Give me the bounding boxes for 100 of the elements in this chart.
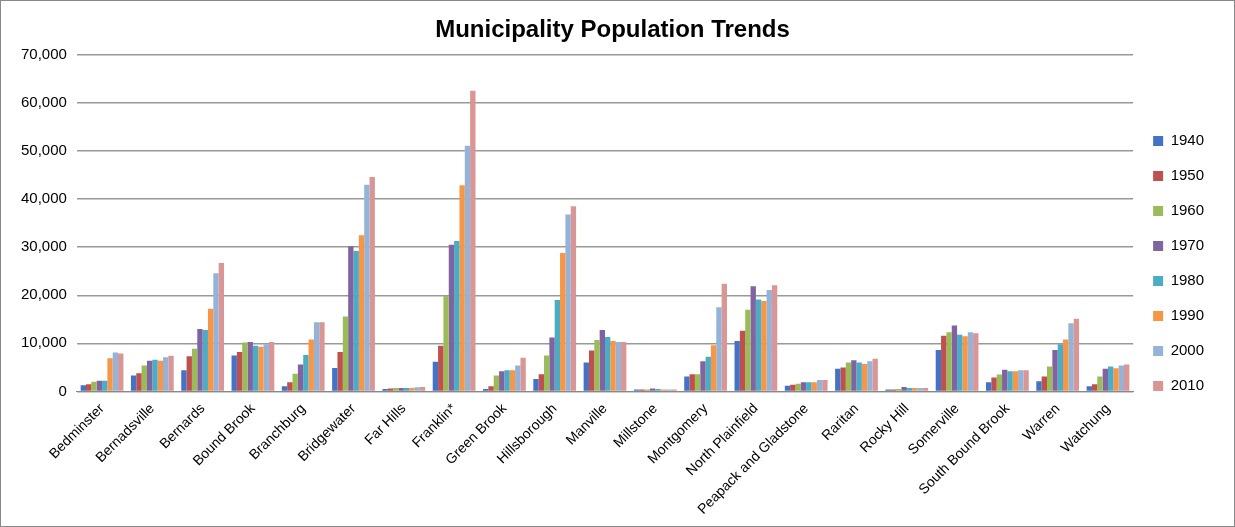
bar (957, 334, 963, 391)
bar (493, 375, 500, 391)
bar (515, 365, 521, 391)
bar (560, 252, 566, 391)
bar (186, 356, 192, 391)
bar (1107, 366, 1114, 391)
bar (191, 348, 198, 391)
bar (610, 340, 616, 391)
bar (605, 337, 611, 391)
bar (263, 344, 269, 391)
bar (750, 286, 756, 391)
legend-label: 1940 (1170, 131, 1205, 149)
bar (745, 309, 751, 391)
bar (181, 370, 187, 391)
bar (287, 382, 293, 391)
bar (297, 364, 304, 391)
bar (308, 339, 314, 391)
bar (313, 322, 320, 391)
y-tick-label: 10,000 (20, 333, 67, 351)
bar (96, 380, 103, 391)
bar (459, 185, 465, 391)
legend-label: 1950 (1170, 166, 1205, 184)
bar (213, 273, 219, 391)
bar (470, 90, 476, 391)
bar (771, 285, 778, 391)
bar (835, 368, 841, 391)
bar (570, 206, 577, 391)
bar (766, 289, 772, 391)
bar (906, 388, 913, 391)
bar (694, 374, 701, 391)
bar (353, 251, 359, 391)
bar (398, 388, 404, 391)
bar (917, 388, 923, 391)
bar (409, 388, 415, 391)
bar (941, 335, 947, 391)
legend-label: 1970 (1170, 236, 1205, 254)
bar (369, 176, 375, 391)
bar (684, 376, 690, 391)
bar (403, 388, 410, 391)
bar (332, 367, 338, 391)
bar (387, 388, 394, 391)
bar (1091, 384, 1098, 391)
y-tick-label: 40,000 (20, 189, 67, 207)
bar (621, 341, 627, 391)
bar (130, 375, 137, 391)
bar (80, 385, 86, 391)
bar (790, 384, 796, 391)
bar (544, 355, 550, 391)
bar (973, 333, 979, 391)
bar (1036, 381, 1042, 391)
bar (554, 300, 561, 391)
bar (845, 362, 852, 391)
bar (91, 381, 97, 391)
bar (242, 342, 248, 391)
bar (588, 350, 595, 391)
bar (342, 316, 349, 391)
bar (252, 345, 259, 391)
bar (710, 345, 717, 391)
bar (364, 184, 370, 391)
bar (594, 339, 600, 391)
bar (649, 388, 656, 391)
bar (1012, 371, 1019, 391)
bar (1023, 370, 1029, 391)
bar (962, 336, 968, 391)
bar (348, 246, 354, 391)
bar (319, 322, 325, 391)
x-tick-label: Far Hills (361, 399, 409, 448)
bar (689, 374, 695, 391)
bar (504, 370, 510, 391)
bar (141, 365, 147, 391)
y-tick-label: 30,000 (20, 237, 67, 255)
bar (258, 346, 264, 391)
bar (991, 377, 997, 391)
bar (438, 345, 444, 391)
bar (102, 380, 108, 391)
bar (236, 352, 243, 391)
bar (218, 263, 224, 391)
bar (716, 307, 722, 391)
y-tick-label: 50,000 (20, 141, 67, 159)
y-tick-label: 0 (58, 381, 67, 399)
bar (761, 301, 767, 391)
bar (107, 358, 113, 391)
bar (795, 383, 801, 391)
bar (967, 332, 974, 391)
bar (583, 362, 589, 391)
bar (281, 386, 288, 391)
bar (615, 341, 622, 391)
bar (538, 374, 545, 391)
bar (1086, 386, 1092, 391)
bar (705, 356, 711, 391)
bar (118, 353, 124, 391)
bar (358, 235, 365, 391)
legend-label: 2010 (1170, 376, 1205, 394)
bar (157, 360, 164, 391)
bar (448, 244, 455, 391)
bar (1073, 318, 1080, 391)
bar (800, 382, 807, 391)
bar (443, 295, 449, 391)
bar (499, 371, 505, 391)
bar (867, 361, 873, 391)
